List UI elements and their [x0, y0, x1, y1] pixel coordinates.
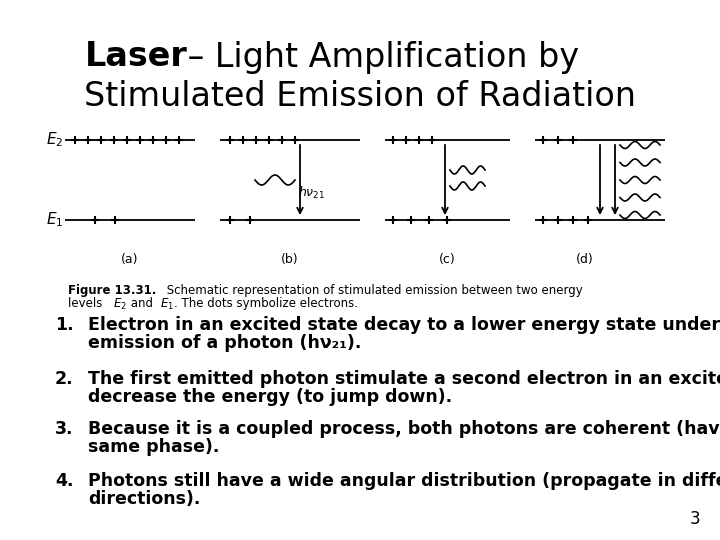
- Text: Laser: Laser: [85, 40, 188, 73]
- Text: (c): (c): [439, 253, 456, 267]
- Text: The first emitted photon stimulate a second electron in an excited state to: The first emitted photon stimulate a sec…: [88, 370, 720, 388]
- Text: $E_1$: $E_1$: [160, 297, 174, 312]
- Text: (a): (a): [121, 253, 139, 267]
- Text: levels: levels: [68, 297, 106, 310]
- Text: $E_1$: $E_1$: [45, 211, 63, 229]
- Text: decrease the energy (to jump down).: decrease the energy (to jump down).: [88, 388, 452, 406]
- Text: same phase).: same phase).: [88, 438, 220, 456]
- Text: $E_2$: $E_2$: [114, 297, 127, 312]
- Text: Because it is a coupled process, both photons are coherent (have the: Because it is a coupled process, both ph…: [88, 420, 720, 438]
- Text: – Light Amplification by: – Light Amplification by: [176, 40, 579, 73]
- Text: and: and: [127, 297, 157, 310]
- Text: emission of a photon (hν₂₁).: emission of a photon (hν₂₁).: [88, 334, 361, 352]
- Text: Photons still have a wide angular distribution (propagate in different: Photons still have a wide angular distri…: [88, 472, 720, 490]
- Text: 3.: 3.: [55, 420, 73, 438]
- Text: . The dots symbolize electrons.: . The dots symbolize electrons.: [174, 297, 358, 310]
- Text: $E_2$: $E_2$: [45, 131, 63, 150]
- Text: (b): (b): [282, 253, 299, 267]
- Text: directions).: directions).: [88, 490, 200, 508]
- Text: Laser – Light Amplification by: Laser – Light Amplification by: [114, 40, 606, 73]
- Text: 4.: 4.: [55, 472, 73, 490]
- Text: 2.: 2.: [55, 370, 73, 388]
- Text: (d): (d): [576, 253, 594, 267]
- Text: Stimulated Emission of Radiation: Stimulated Emission of Radiation: [84, 80, 636, 113]
- Text: Electron in an excited state decay to a lower energy state under the: Electron in an excited state decay to a …: [88, 316, 720, 334]
- Text: $h\nu_{21}$: $h\nu_{21}$: [298, 185, 325, 201]
- Text: Figure 13.31.: Figure 13.31.: [68, 284, 156, 297]
- Text: 3: 3: [689, 510, 700, 528]
- Text: Schematic representation of stimulated emission between two energy: Schematic representation of stimulated e…: [163, 284, 583, 297]
- Text: 1.: 1.: [55, 316, 73, 334]
